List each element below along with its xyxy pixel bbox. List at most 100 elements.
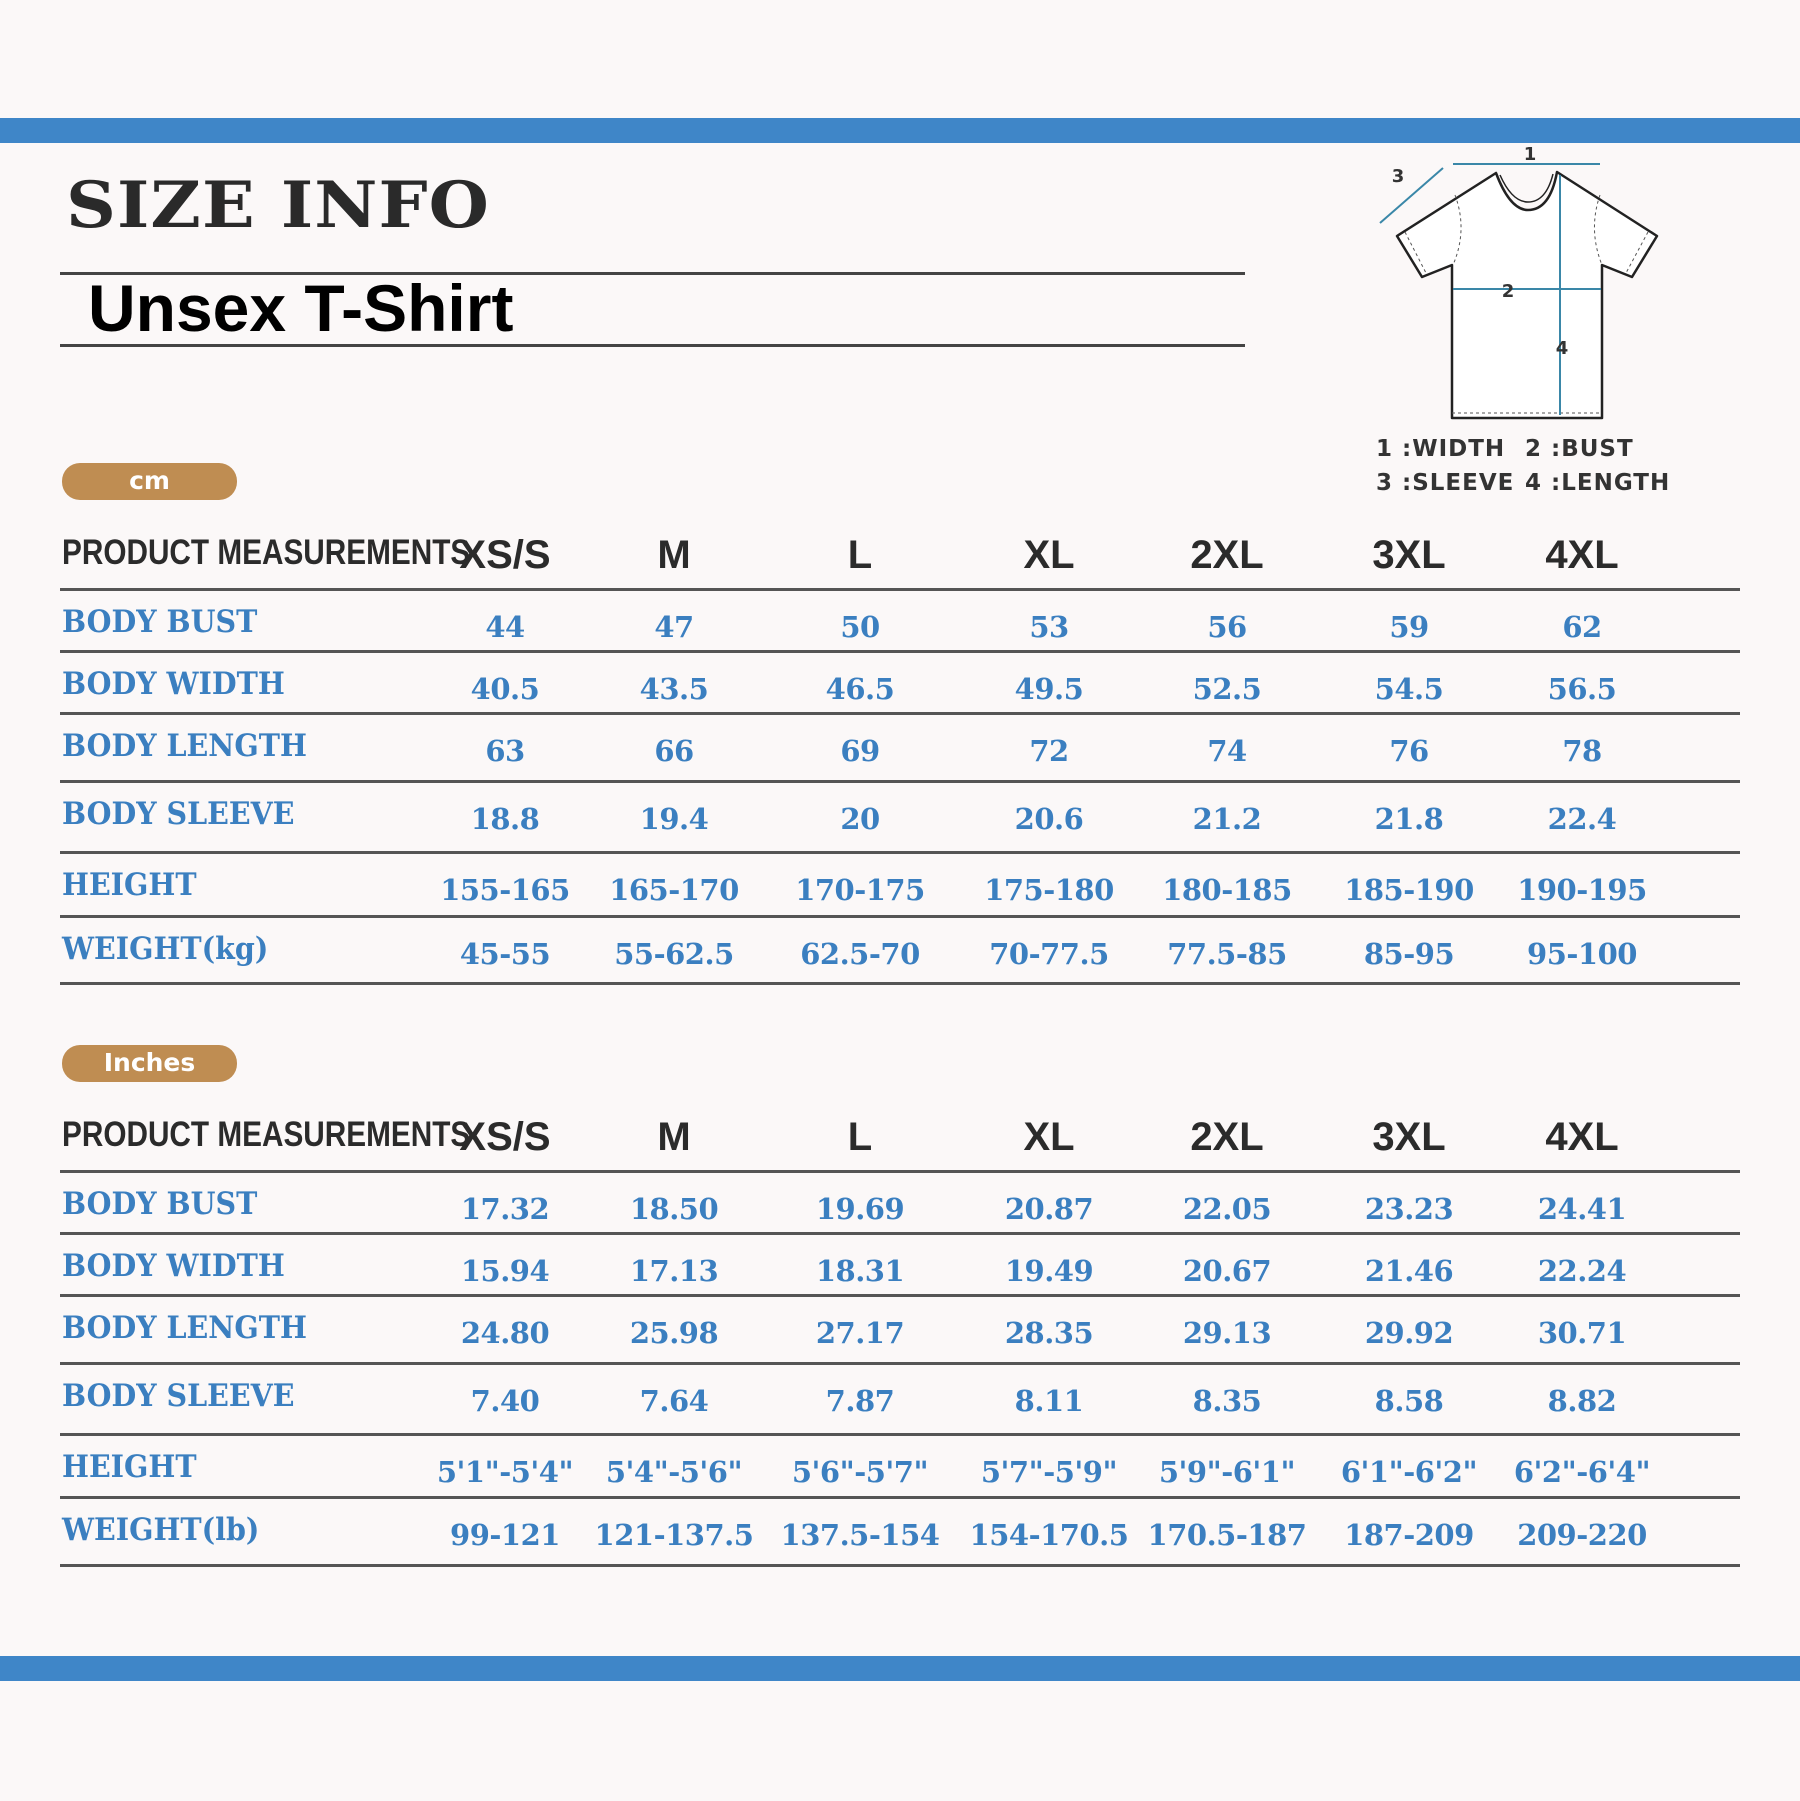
value-cell: 62.5-70 <box>800 937 920 971</box>
value-cell: 45-55 <box>459 937 551 971</box>
legend-length: 4 :LENGTH <box>1525 470 1671 496</box>
value-cell: 56 <box>1207 610 1247 644</box>
size-header: 4XL <box>1545 1115 1619 1159</box>
value-cell: 17.13 <box>629 1254 719 1288</box>
size-header: M <box>657 1115 691 1159</box>
row-divider <box>60 780 1740 783</box>
value-cell: 70-77.5 <box>989 937 1109 971</box>
row-label: BODY WIDTH <box>62 1248 285 1284</box>
size-header: XS/S <box>459 1115 551 1159</box>
value-cell: 30.71 <box>1537 1316 1627 1350</box>
row-divider <box>60 982 1740 985</box>
value-cell: 69 <box>840 734 880 768</box>
value-cell: 18.31 <box>815 1254 905 1288</box>
value-cell: 8.82 <box>1547 1384 1617 1418</box>
row-label: HEIGHT <box>62 1449 197 1485</box>
value-cell: 28.35 <box>1004 1316 1094 1350</box>
value-cell: 20 <box>840 802 880 836</box>
size-header: 3XL <box>1372 1115 1446 1159</box>
value-cell: 19.69 <box>815 1192 905 1226</box>
value-cell: 78 <box>1562 734 1602 768</box>
value-cell: 46.5 <box>825 672 895 706</box>
value-cell: 27.17 <box>815 1316 905 1350</box>
row-label: WEIGHT(lb) <box>62 1512 260 1548</box>
divider <box>60 344 1245 347</box>
value-cell: 8.11 <box>1014 1384 1084 1418</box>
value-cell: 23.23 <box>1364 1192 1454 1226</box>
value-cell: 95-100 <box>1527 937 1637 971</box>
value-cell: 24.41 <box>1537 1192 1627 1226</box>
row-label: BODY SLEEVE <box>62 796 295 832</box>
value-cell: 21.2 <box>1192 802 1262 836</box>
value-cell: 29.92 <box>1364 1316 1454 1350</box>
unit-badge-cm: cm <box>62 463 237 500</box>
row-label: BODY BUST <box>62 604 258 640</box>
value-cell: 43.5 <box>639 672 709 706</box>
value-cell: 187-209 <box>1344 1518 1474 1552</box>
legend-bust: 2 :BUST <box>1525 436 1634 462</box>
value-cell: 8.58 <box>1374 1384 1444 1418</box>
row-divider <box>60 1433 1740 1436</box>
value-cell: 170-175 <box>795 873 925 907</box>
marker-2: 2 <box>1502 281 1515 302</box>
value-cell: 25.98 <box>629 1316 719 1350</box>
row-divider <box>60 650 1740 653</box>
value-cell: 55-62.5 <box>614 937 734 971</box>
value-cell: 50 <box>840 610 880 644</box>
value-cell: 121-137.5 <box>594 1518 754 1552</box>
value-cell: 190-195 <box>1517 873 1647 907</box>
value-cell: 5'4"-5'6" <box>605 1455 743 1489</box>
value-cell: 22.05 <box>1182 1192 1272 1226</box>
value-cell: 72 <box>1029 734 1069 768</box>
value-cell: 49.5 <box>1014 672 1084 706</box>
value-cell: 40.5 <box>470 672 540 706</box>
size-header: 2XL <box>1190 533 1264 577</box>
value-cell: 56.5 <box>1547 672 1617 706</box>
size-header: XL <box>1023 533 1075 577</box>
value-cell: 137.5-154 <box>780 1518 940 1552</box>
row-divider <box>60 1232 1740 1235</box>
value-cell: 47 <box>654 610 694 644</box>
value-cell: 5'9"-6'1" <box>1158 1455 1296 1489</box>
value-cell: 5'6"-5'7" <box>791 1455 929 1489</box>
header-label: PRODUCT MEASUREMENTS <box>62 533 471 572</box>
value-cell: 8.35 <box>1192 1384 1262 1418</box>
bottom-band <box>0 1656 1800 1681</box>
row-label: WEIGHT(kg) <box>62 931 269 967</box>
row-label: BODY WIDTH <box>62 666 285 702</box>
value-cell: 77.5-85 <box>1167 937 1287 971</box>
size-header: M <box>657 533 691 577</box>
value-cell: 19.49 <box>1004 1254 1094 1288</box>
size-header: XS/S <box>459 533 551 577</box>
value-cell: 54.5 <box>1374 672 1444 706</box>
row-divider <box>60 588 1740 591</box>
value-cell: 85-95 <box>1363 937 1455 971</box>
legend-width: 1 :WIDTH <box>1376 436 1506 462</box>
value-cell: 18.8 <box>470 802 540 836</box>
size-header: 3XL <box>1372 533 1446 577</box>
value-cell: 165-170 <box>609 873 739 907</box>
marker-1: 1 <box>1524 144 1537 165</box>
row-label: HEIGHT <box>62 867 197 903</box>
value-cell: 53 <box>1029 610 1069 644</box>
row-label: BODY SLEEVE <box>62 1378 295 1414</box>
value-cell: 185-190 <box>1344 873 1474 907</box>
size-header: XL <box>1023 1115 1075 1159</box>
row-divider <box>60 915 1740 918</box>
legend-sleeve: 3 :SLEEVE <box>1376 470 1515 496</box>
row-label: BODY BUST <box>62 1186 258 1222</box>
row-divider <box>60 1362 1740 1365</box>
value-cell: 76 <box>1389 734 1429 768</box>
value-cell: 209-220 <box>1517 1518 1647 1552</box>
value-cell: 6'1"-6'2" <box>1340 1455 1478 1489</box>
value-cell: 7.40 <box>470 1384 540 1418</box>
value-cell: 63 <box>485 734 525 768</box>
size-header: 2XL <box>1190 1115 1264 1159</box>
value-cell: 21.8 <box>1374 802 1444 836</box>
value-cell: 18.50 <box>629 1192 719 1226</box>
value-cell: 22.24 <box>1537 1254 1627 1288</box>
value-cell: 155-165 <box>440 873 570 907</box>
size-header: L <box>847 533 873 577</box>
top-band <box>0 118 1800 143</box>
value-cell: 19.4 <box>639 802 709 836</box>
